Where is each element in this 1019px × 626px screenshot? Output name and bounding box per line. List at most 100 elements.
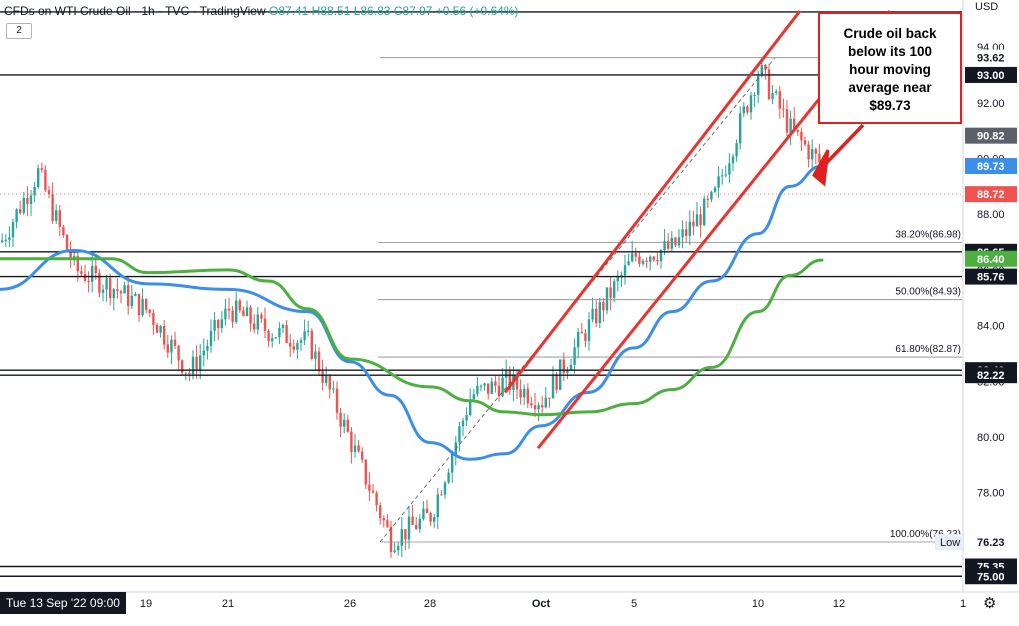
candle-body (688, 221, 691, 236)
price-label: 89.73 (977, 161, 1005, 173)
candle-body (440, 494, 443, 496)
price-label: 76.23 (977, 537, 1005, 549)
candle-body (51, 194, 54, 221)
candle-body (134, 294, 137, 296)
candle-body (159, 326, 162, 333)
candle-body (83, 273, 87, 281)
indicator-count-badge[interactable]: 2 (6, 23, 32, 39)
channel-upper (503, 9, 802, 394)
candle-body (235, 300, 238, 323)
horizontal-levels (0, 11, 962, 577)
candle-body (605, 287, 609, 311)
candle-body (8, 237, 11, 240)
candle-body (29, 195, 33, 205)
candle-body (202, 350, 205, 356)
annotation-line: below its 100 (847, 44, 933, 59)
candle-body (749, 95, 753, 113)
candle-body (548, 397, 551, 399)
candle-body (177, 345, 180, 361)
annotation-line: Crude oil back (843, 26, 937, 41)
candle-body (530, 403, 533, 406)
candle-body (429, 513, 432, 522)
candle-body (386, 520, 389, 527)
candle-body (317, 351, 321, 372)
candle-body (461, 420, 465, 427)
price-label-bg (965, 127, 1017, 144)
chart-header: CFDs on WTI Crude Oil · 1h · TVC · Tradi… (4, 4, 519, 18)
candle-body (112, 289, 115, 299)
candle-body (785, 109, 789, 133)
candle-body (731, 156, 735, 164)
candle-body (271, 338, 274, 342)
candle-body (375, 492, 378, 506)
moving-average-100 (0, 164, 824, 461)
candle-body (746, 106, 749, 113)
candle-body (706, 198, 709, 200)
candle-body (407, 516, 411, 540)
candle-body (1, 240, 4, 243)
candle-body (638, 256, 641, 264)
candle-body (278, 327, 281, 338)
candle-body (681, 229, 684, 238)
candle-body (91, 265, 94, 282)
candle-body (465, 415, 468, 421)
candle-body (303, 331, 306, 341)
candle-body (771, 93, 774, 99)
annotation-line: average near (848, 80, 932, 95)
candle-body (670, 237, 673, 249)
crosshair-date-label: Tue 13 Sep '22 09:00 (0, 592, 126, 614)
candle-body (764, 64, 767, 70)
candle-body (451, 454, 454, 473)
price-label: 75.00 (977, 571, 1005, 583)
price-axis: 78.0080.0082.0084.0086.0088.0090.0092.00… (935, 0, 1019, 592)
price-label: 90.82 (977, 131, 1005, 143)
price-label-bg (965, 533, 1017, 550)
candle-body (94, 265, 97, 274)
candle-body (793, 118, 796, 130)
candle-body (627, 261, 630, 266)
gear-icon[interactable]: ⚙ (983, 595, 997, 612)
candle-body (454, 442, 457, 455)
candle-body (166, 344, 169, 353)
currency-label[interactable]: USD (975, 1, 999, 13)
candle-body (245, 307, 249, 317)
candle-body (181, 360, 184, 373)
candle-body (789, 118, 792, 133)
candle-body (80, 271, 83, 274)
candle-body (19, 209, 22, 213)
price-label-bg (965, 268, 1017, 285)
candle-body (404, 529, 407, 540)
candle-body (281, 324, 285, 328)
candle-body (613, 281, 616, 298)
y-tick-label: 92.00 (977, 98, 1005, 110)
candle-body (584, 333, 587, 341)
candle-body (263, 318, 267, 331)
candle-body (310, 330, 313, 359)
candle-body (645, 260, 648, 262)
candle-body (425, 508, 429, 514)
x-tick-label: 10 (752, 598, 764, 610)
candle-body (497, 385, 501, 397)
price-label-bg (965, 367, 1017, 384)
candle-body (623, 265, 627, 276)
price-label-bg (965, 250, 1017, 267)
candle-body (814, 149, 817, 154)
candle-body (256, 314, 259, 330)
candle-body (494, 381, 497, 386)
price-label-bg (965, 568, 1017, 585)
candle-body (692, 221, 695, 227)
y-tick-label: 78.00 (977, 488, 1005, 500)
candle-body (357, 445, 360, 452)
candle-body (447, 472, 450, 483)
candle-body (616, 277, 619, 282)
candle-body (353, 445, 357, 453)
candle-body (415, 524, 418, 530)
x-tick-label: 1 (960, 598, 966, 610)
y-tick-label: 88.00 (977, 209, 1005, 221)
candle-body (573, 347, 576, 365)
y-tick-label: 80.00 (977, 432, 1005, 444)
candle-body (767, 69, 771, 99)
candle-body (335, 388, 339, 413)
price-label: 82.22 (977, 370, 1005, 382)
candle-body (519, 389, 522, 398)
